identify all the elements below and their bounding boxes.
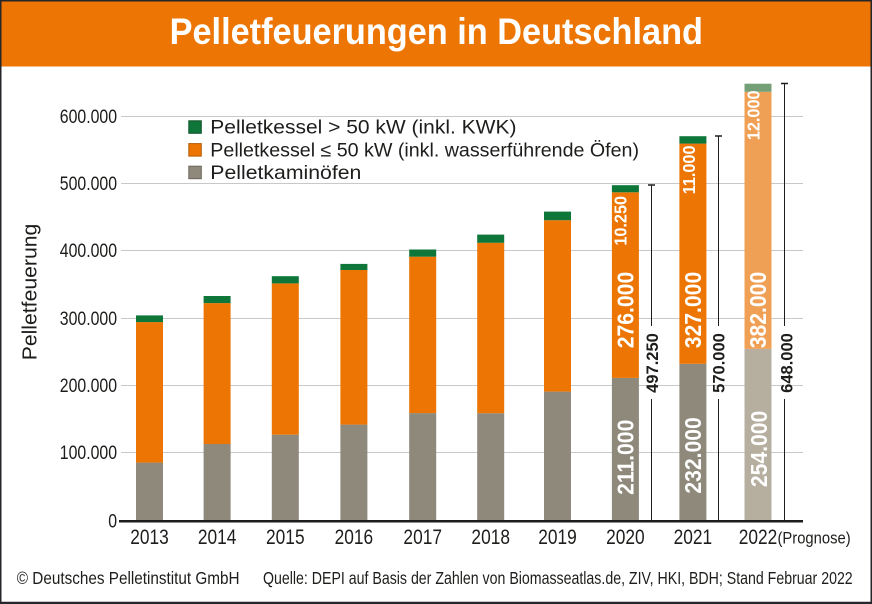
svg-text:300.000: 300.000 — [60, 307, 117, 329]
svg-text:Pelletkessel > 50 kW (inkl. KW: Pelletkessel > 50 kW (inkl. KWK) — [210, 117, 516, 138]
svg-text:2022: 2022 — [739, 527, 778, 550]
svg-text:Pelletkessel ≤ 50 kW (inkl. wa: Pelletkessel ≤ 50 kW (inkl. wasserführen… — [210, 140, 639, 162]
svg-text:Pelletkaminöfen: Pelletkaminöfen — [210, 163, 361, 184]
svg-text:2013: 2013 — [130, 527, 169, 550]
svg-text:10.250: 10.250 — [611, 196, 631, 246]
svg-text:600.000: 600.000 — [60, 105, 117, 127]
svg-text:2014: 2014 — [198, 527, 237, 550]
svg-text:570.000: 570.000 — [710, 333, 728, 393]
svg-text:Pelletfeuerungen in Deutschlan: Pelletfeuerungen in Deutschland — [170, 11, 703, 52]
svg-text:500.000: 500.000 — [60, 172, 117, 194]
svg-text:648.000: 648.000 — [779, 333, 797, 393]
svg-text:382.000: 382.000 — [745, 272, 771, 348]
svg-text:11.000: 11.000 — [680, 145, 700, 194]
svg-text:2019: 2019 — [538, 527, 577, 550]
svg-text:2016: 2016 — [335, 527, 374, 550]
svg-text:2015: 2015 — [266, 527, 305, 550]
svg-text:100.000: 100.000 — [60, 441, 117, 463]
svg-text:200.000: 200.000 — [60, 374, 117, 396]
svg-text:2021: 2021 — [674, 527, 713, 550]
svg-text:232.000: 232.000 — [680, 417, 706, 493]
svg-text:2018: 2018 — [471, 527, 510, 550]
svg-text:2020: 2020 — [606, 527, 645, 550]
svg-text:(Prognose): (Prognose) — [778, 530, 851, 548]
svg-text:© Deutsches Pelletinstitut Gmb: © Deutsches Pelletinstitut GmbH — [17, 568, 240, 588]
svg-text:327.000: 327.000 — [680, 272, 706, 348]
svg-text:12.000: 12.000 — [744, 90, 764, 140]
svg-text:Quelle: DEPI auf Basis der Zah: Quelle: DEPI auf Basis der Zahlen von Bi… — [263, 569, 853, 589]
svg-text:0: 0 — [108, 510, 117, 532]
svg-text:2017: 2017 — [403, 527, 442, 550]
svg-text:276.000: 276.000 — [612, 272, 638, 348]
svg-text:254.000: 254.000 — [746, 411, 772, 487]
svg-text:497.250: 497.250 — [644, 333, 662, 393]
svg-text:211.000: 211.000 — [612, 420, 638, 495]
svg-text:Pelletfeuerung: Pelletfeuerung — [19, 224, 41, 361]
svg-text:400.000: 400.000 — [60, 239, 117, 261]
